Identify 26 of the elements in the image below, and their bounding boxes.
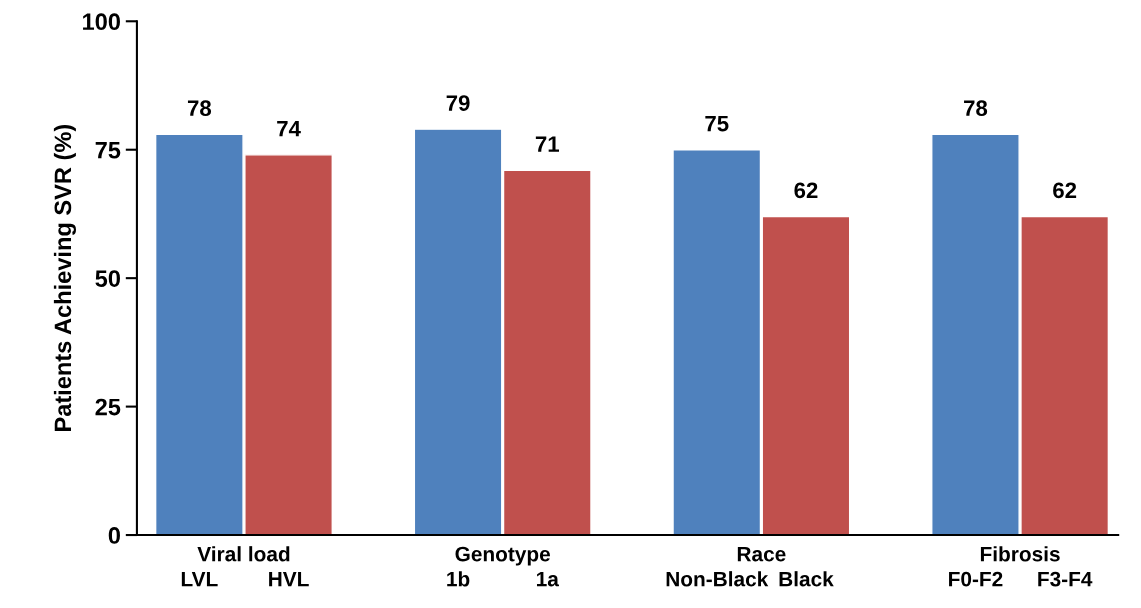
x-tick-label: HVL <box>269 571 309 587</box>
y-tick-label: 75 <box>95 142 121 159</box>
y-axis-title: Patients Achieving SVR (%) <box>53 124 76 431</box>
text: Genotype <box>455 546 550 566</box>
data-label: 78 <box>187 100 212 117</box>
y-tick-label: 100 <box>83 13 120 31</box>
y-tick-label: 50 <box>95 270 120 287</box>
text: Race <box>737 546 786 562</box>
x-tick-label: 1a <box>536 571 559 587</box>
x-tick-label: 1b <box>447 571 470 587</box>
data-label: 79 <box>446 95 470 111</box>
x-tick-label: F3-F4 <box>1038 571 1093 587</box>
data-label: 62 <box>794 182 818 199</box>
y-tick-label: 25 <box>95 398 121 416</box>
text: Viral load <box>197 546 290 562</box>
y-tick-label: 0 <box>108 527 120 544</box>
x-tick-label: Non-Black <box>666 571 769 587</box>
x-tick-label: Black <box>779 571 834 587</box>
data-label: 71 <box>535 136 560 152</box>
text: Fibrosis <box>980 546 1060 562</box>
data-label: 74 <box>277 121 301 137</box>
data-label: 62 <box>1053 182 1077 199</box>
data-label: 75 <box>705 115 729 132</box>
x-tick-label: LVL <box>181 571 218 587</box>
data-label: 78 <box>964 100 988 117</box>
x-tick-label: F0-F2 <box>949 571 1003 587</box>
